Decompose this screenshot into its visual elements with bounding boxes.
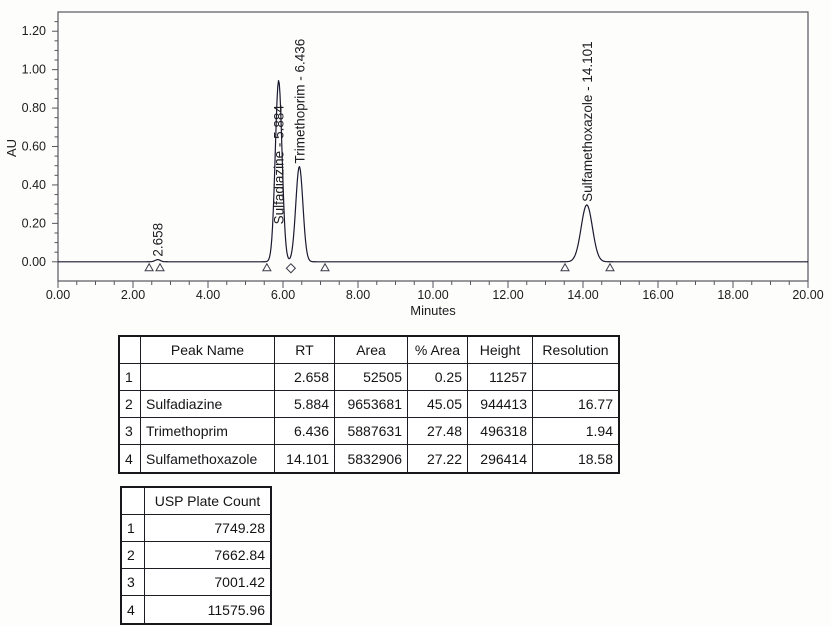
table-cell: 52505 — [335, 364, 408, 391]
table-cell: 944413 — [468, 391, 533, 418]
table-header-cell: Area — [335, 337, 408, 364]
table-cell: 45.05 — [408, 391, 468, 418]
x-tick-label: 0.00 — [46, 288, 70, 302]
peak-label: Trimethoprim - 6.436 — [292, 39, 307, 164]
y-tick-label: 0.80 — [22, 101, 46, 115]
table-cell: 4 — [122, 596, 145, 623]
table-cell: 5.884 — [275, 391, 335, 418]
y-tick-label: 1.20 — [22, 24, 46, 38]
integration-triangle-marker — [320, 262, 330, 272]
integration-triangle-marker — [560, 262, 570, 272]
table-cell: 11575.96 — [207, 601, 265, 618]
usp-plate-count-table: USP Plate Count 1 7749.28 2 7662.84 3 7001.42 4… — [120, 486, 272, 625]
table-header-cell: Peak Name — [141, 337, 275, 364]
table-cell: 3 — [120, 418, 141, 445]
table-cell — [533, 364, 618, 391]
x-tick-label: 2.00 — [121, 288, 145, 302]
table-cell: 7662.84 — [145, 542, 270, 569]
table-cell: 5832906 — [335, 445, 408, 472]
table-cell: 7749.28 — [145, 515, 270, 542]
table-cell: 16.77 — [533, 391, 618, 418]
peak-label: Sulfadiazine - 5.884 — [272, 105, 287, 225]
x-tick-label: 10.00 — [417, 288, 448, 302]
table-cell: 14.101 — [275, 445, 335, 472]
integration-triangle-marker — [144, 262, 154, 272]
table-cell: 18.58 — [577, 450, 613, 467]
x-tick-label: 20.00 — [792, 288, 823, 302]
table-cell: 27.22 — [408, 445, 468, 472]
table-cell: 6.436 — [275, 418, 335, 445]
table-cell: 1.94 — [533, 418, 618, 445]
table-cell: Sulfamethoxazole — [141, 445, 275, 472]
x-axis-title: Minutes — [410, 303, 456, 318]
table-header-cell: Resolution — [533, 337, 618, 364]
plot-frame — [57, 11, 809, 282]
table-cell: 4 — [120, 445, 141, 472]
peak-results-table: Peak Name RT Area% Area Height Resolution 1 2.… — [118, 335, 620, 474]
table-cell: 5887631 — [335, 418, 408, 445]
table-cell: 2.658 — [275, 364, 335, 391]
table-header-cell — [122, 488, 145, 515]
x-tick-label: 6.00 — [271, 288, 295, 302]
x-tick-label: 8.00 — [346, 288, 370, 302]
table-cell: Sulfadiazine — [141, 391, 275, 418]
table-cell: 1 — [122, 515, 145, 542]
table-cell: 3 — [122, 569, 145, 596]
table-cell: 27.48 — [408, 418, 468, 445]
table-header-cell: % Area — [408, 337, 468, 364]
table-cell: 496318 — [468, 418, 533, 445]
y-tick-label: 0.40 — [22, 178, 46, 192]
table-cell: 296414 — [468, 445, 533, 472]
chromatogram-svg: 0.00 2.00 4.00 6.00 8.00 10.00 12.00 14.00 16.00… — [4, 11, 824, 318]
table-cell: 1 — [120, 364, 141, 391]
peak-label: Sulfamethoxazole - 14.101 — [580, 41, 595, 202]
table-cell: 0.25 — [408, 364, 468, 391]
table-header-cell: USP Plate Count — [145, 488, 270, 515]
table-cell — [141, 364, 275, 391]
table-header-cell: Height — [468, 337, 533, 364]
table-cell: 11257 — [468, 364, 533, 391]
x-tick-label: 14.00 — [567, 288, 598, 302]
x-tick-label: 4.00 — [196, 288, 220, 302]
x-tick-label: 18.00 — [717, 288, 748, 302]
trace-path — [58, 79, 808, 263]
integration-diamond-marker — [285, 263, 297, 274]
x-tick-label: 12.00 — [492, 288, 523, 302]
x-tick-label: 16.00 — [642, 288, 673, 302]
table-cell: 7001.42 — [145, 569, 270, 596]
integration-triangle-marker — [605, 262, 615, 272]
y-tick-label: 0.60 — [22, 140, 46, 154]
y-tick-label: 1.00 — [22, 63, 46, 77]
y-tick-label: 0.20 — [22, 216, 46, 230]
y-axis-title: AU — [4, 139, 19, 157]
y-tick-label: 0.00 — [22, 255, 46, 269]
table-header-cell: RT — [275, 337, 335, 364]
integration-triangle-marker — [262, 262, 272, 272]
table-cell: 2 — [122, 542, 145, 569]
table-header-cell — [120, 337, 141, 364]
table-cell: Trimethoprim — [141, 418, 275, 445]
integration-triangle-marker — [155, 262, 165, 272]
peak-label: 2.658 — [151, 223, 166, 257]
table-cell: 2 — [120, 391, 141, 418]
table-cell: 9653681 — [335, 391, 408, 418]
